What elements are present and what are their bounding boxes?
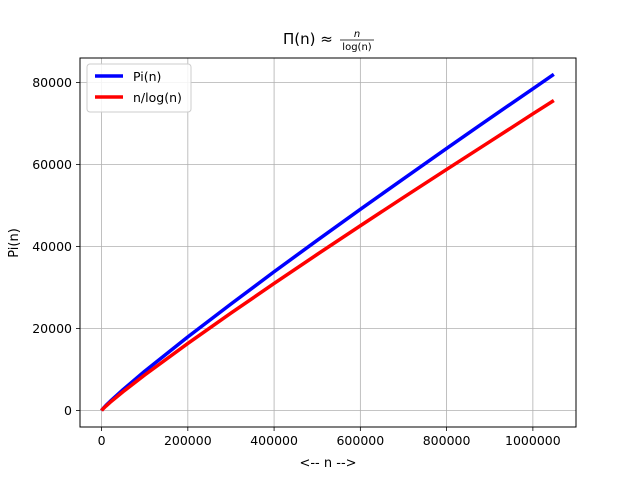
y-tick-label: 20000: [32, 321, 72, 336]
legend-label-pi: Pi(n): [133, 69, 161, 84]
legend: Pi(n) n/log(n): [86, 63, 192, 113]
grid: [80, 58, 576, 427]
x-ticks: 0 200000 400000 600000 800000 1000000: [98, 427, 561, 448]
plot-frame: [79, 57, 577, 428]
x-axis-label: <-- n -->: [299, 456, 356, 471]
series-line-nlogn: [100, 99, 555, 412]
chart-title: Π(n) ≈ n log(n): [283, 29, 374, 53]
y-tick-label: 40000: [32, 239, 72, 254]
title-main: Π(n) ≈: [283, 30, 333, 48]
series-layer: [100, 72, 555, 412]
title-frac-num: n: [354, 29, 360, 40]
y-tick-label: 60000: [32, 157, 72, 172]
x-tick-label: 400000: [250, 433, 298, 448]
x-tick-label: 1000000: [505, 433, 561, 448]
y-tick-label: 80000: [32, 75, 72, 90]
y-tick-label: 0: [64, 403, 72, 418]
y-axis-label: Pi(n): [7, 228, 22, 258]
legend-label-nlogn: n/log(n): [133, 90, 182, 105]
title-frac-den: log(n): [342, 42, 371, 53]
x-tick-label: 600000: [336, 433, 384, 448]
x-tick-label: 800000: [423, 433, 471, 448]
x-tick-label: 0: [98, 433, 106, 448]
x-tick-label: 200000: [164, 433, 212, 448]
y-ticks: 0 20000 40000 60000 80000: [32, 75, 80, 418]
